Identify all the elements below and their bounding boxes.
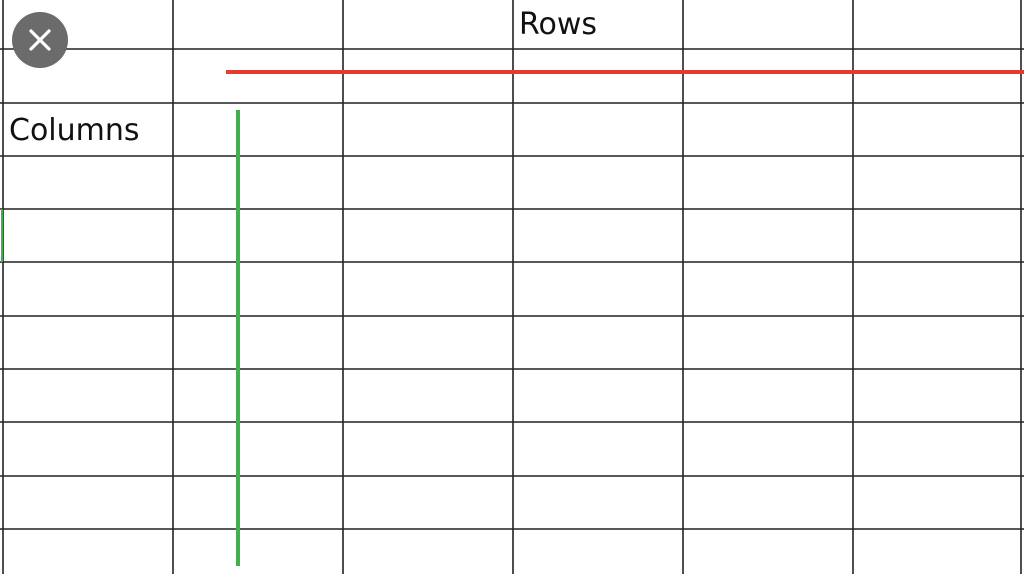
close-icon — [29, 29, 51, 51]
close-button[interactable] — [12, 12, 68, 68]
columns-label: Columns — [9, 113, 140, 148]
rows-label: Rows — [519, 7, 598, 42]
